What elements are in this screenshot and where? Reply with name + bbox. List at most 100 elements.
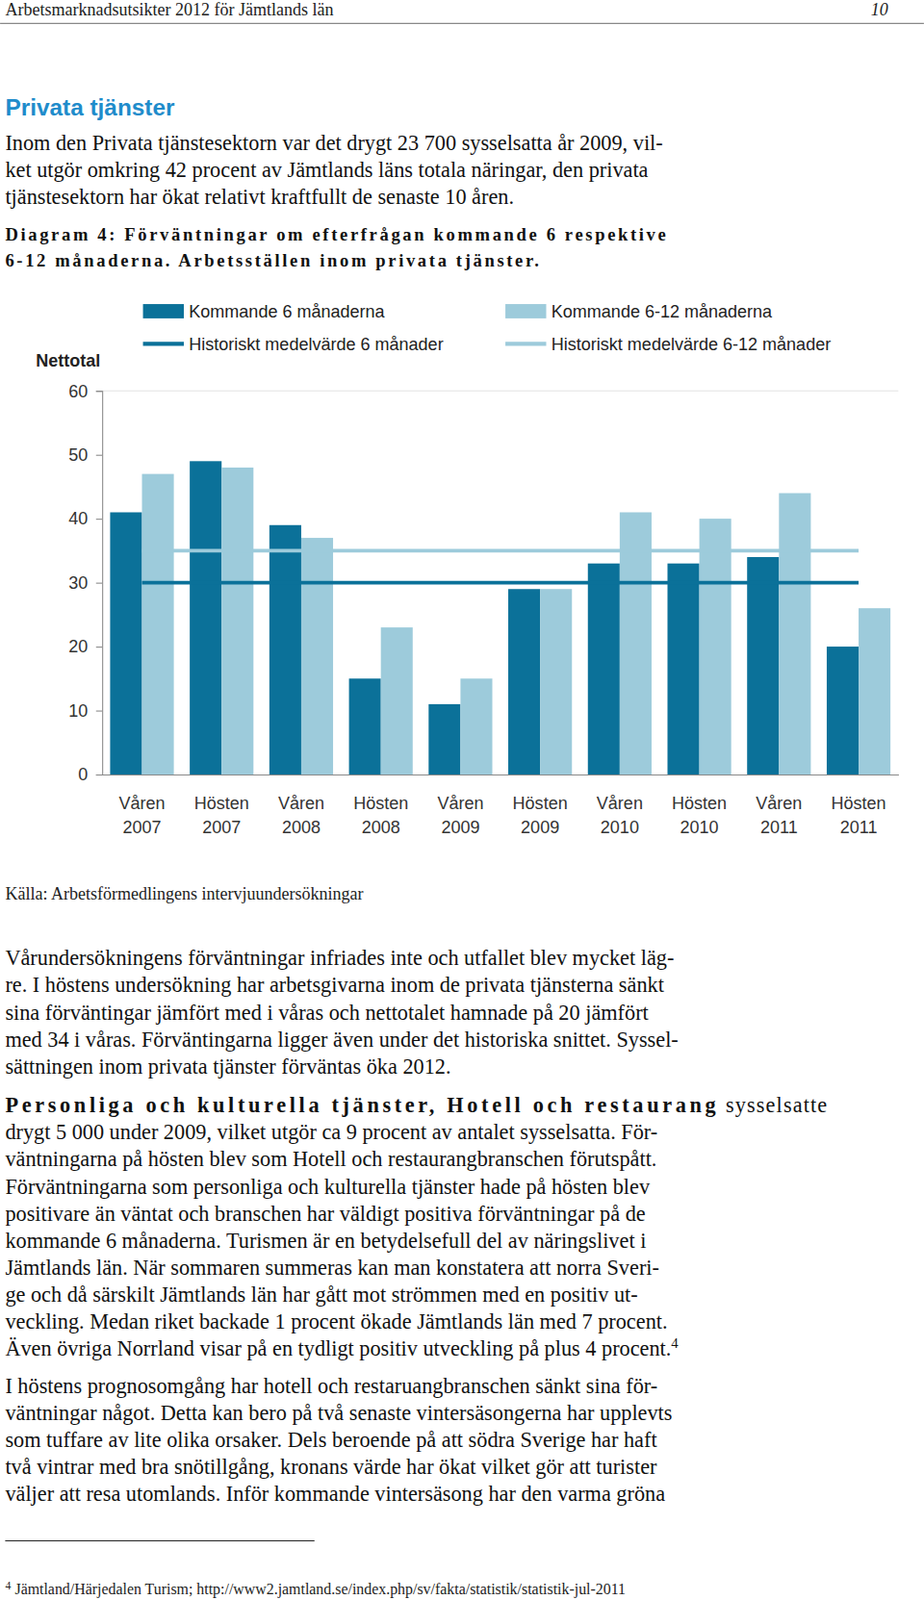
y-tick: 40 (68, 509, 103, 529)
paragraph-line: väljer att resa utomlands. Inför kommand… (4, 1482, 666, 1507)
bar (508, 589, 540, 775)
text-segment: re. I höstens undersökning har arbetsgiv… (4, 973, 665, 998)
text-segment: sysselsatte (718, 1093, 827, 1118)
paragraph-line: ge och då särskilt Jämtlands län har gåt… (4, 1283, 638, 1308)
bar (826, 646, 859, 775)
paragraph-line: kommande 6 månaderna. Turismen är en bet… (4, 1229, 646, 1254)
text-segment: med 34 i våras. Förväntingarna ligger äv… (4, 1027, 678, 1053)
bar (189, 461, 222, 775)
y-axis-line (96, 391, 103, 776)
y-tick: 20 (68, 637, 103, 657)
y-tick-label: 60 (68, 382, 88, 402)
paragraph-line: Även övriga Norrland visar på en tydligt… (4, 1335, 679, 1361)
paragraph-line: med 34 i våras. Förväntingarna ligger äv… (4, 1027, 678, 1053)
paragraph-line: sina förväntingar jämfört med i våras oc… (4, 1001, 649, 1026)
legend-label: Kommande 6-12 månaderna (551, 302, 773, 322)
x-tick: Hösten2010 (671, 774, 727, 839)
footnote-rule (4, 1540, 314, 1542)
x-tick-label-part: Våren (118, 794, 165, 814)
y-tick-label: 40 (68, 509, 88, 529)
paragraph-line: sättningen inom privata tjänster förvänt… (4, 1054, 451, 1079)
paragraph-line: Förväntningarna som personliga och kultu… (4, 1175, 651, 1200)
x-tick: Våren 2010 (596, 774, 643, 839)
x-tick: Våren2008 (278, 774, 325, 839)
y-tick-mark (96, 583, 103, 585)
intro-line: Inom den Privata tjänstesektorn var det … (4, 130, 663, 155)
y-tick-label: 0 (77, 765, 88, 785)
bar (778, 493, 811, 775)
y-tick-mark (96, 455, 103, 457)
bar (301, 538, 334, 775)
x-tick-label: Våren2009 (436, 794, 484, 838)
bar (109, 512, 142, 775)
paragraph-line: två vintrar med bra snötillgång, kronans… (4, 1455, 658, 1480)
x-tick-label-part: Våren (596, 794, 643, 814)
chart-title: 6-12 månaderna. Arbetsställen inom priva… (4, 250, 541, 271)
bar (460, 678, 492, 775)
chart-source: Källa: Arbetsförmedlingens intervjuunder… (4, 884, 363, 904)
bar (746, 557, 779, 775)
section-title: Privata tjänster (4, 94, 176, 121)
paragraph-line: som tuffare av lite olika orsaker. Dels … (4, 1428, 658, 1453)
text-segment: Jämtlands län. När sommaren summeras kan… (4, 1256, 660, 1281)
legend-label: Historiskt medelvärde 6 månader (188, 334, 443, 355)
text-segment: veckling. Medan riket backade 1 procent … (4, 1309, 668, 1335)
x-tick-label: Hösten2010 (671, 794, 727, 838)
x-tick: Hösten2009 (513, 774, 568, 839)
x-tick: Hösten2011 (830, 774, 886, 839)
text-segment: positivare än väntat och branschen har v… (4, 1202, 645, 1227)
y-axis-title: Nettotal (35, 351, 101, 371)
bar (381, 627, 413, 775)
reference-line (142, 581, 860, 586)
bar (349, 678, 382, 775)
x-tick: Våren 2007 (118, 774, 165, 839)
bar (858, 608, 891, 775)
x-axis-line (102, 774, 899, 776)
footnote: 4Jämtland/Härjedalen Turism; http://www2… (4, 1580, 626, 1598)
paragraph-line: Vårundersökningens förväntningar infriad… (4, 946, 674, 971)
bar (428, 704, 461, 775)
paragraph-line: väntningar något. Detta kan bero på två … (4, 1401, 672, 1426)
x-tick-label: Våren2011 (755, 794, 802, 838)
legend-swatch (143, 341, 184, 346)
x-tick-label-part: Hösten (353, 794, 409, 814)
intro-line: ket utgör omkring 42 procent av Jämtland… (4, 157, 648, 182)
x-tick-label-part: 2010 (680, 818, 719, 838)
text-segment: Förväntningarna som personliga och kultu… (4, 1175, 651, 1200)
page-number: 10 (871, 0, 889, 20)
text-segment: Vårundersökningens förväntningar infriad… (4, 946, 674, 971)
text-segment: 6-12 månaderna. Arbetsställen inom priva… (4, 250, 541, 271)
plot-area (109, 461, 891, 775)
text-segment: som tuffare av lite olika orsaker. Dels … (4, 1428, 658, 1453)
x-tick-label: Hösten2009 (513, 794, 568, 838)
text-segment: sina förväntingar jämfört med i våras oc… (4, 1001, 649, 1026)
legend-swatch (143, 304, 184, 319)
paragraph-line: väntningarna på hösten blev som Hotell o… (4, 1147, 657, 1172)
x-tick-label: Våren 2010 (596, 794, 643, 838)
x-tick-label-part: 2007 (122, 818, 161, 838)
x-tick-label-part: 2010 (600, 818, 640, 838)
legend-label: Historiskt medelvärde 6-12 månader (551, 334, 831, 355)
text-segment: ket utgör omkring 42 procent av Jämtland… (4, 157, 648, 182)
paragraph-line: positivare än väntat och branschen har v… (4, 1202, 645, 1227)
y-tick-mark (96, 774, 103, 776)
text-segment: kommande 6 månaderna. Turismen är en bet… (4, 1229, 646, 1254)
x-tick-label-part: Hösten (194, 794, 250, 814)
x-tick-label-part: 2011 (840, 818, 878, 838)
bar (588, 564, 620, 775)
x-tick: Våren2009 (436, 774, 484, 839)
x-tick-label-part: Våren (436, 794, 484, 814)
paragraph-line: Jämtlands län. När sommaren summeras kan… (4, 1256, 660, 1281)
reference-line (142, 549, 860, 554)
text-segment: tjänstesektorn har ökat relativt kraftfu… (4, 184, 514, 209)
text-segment: I höstens prognosomgång har hotell och r… (4, 1374, 658, 1399)
x-axis: Våren 2007 Hösten2007 Våren2008 Hösten2008 Vå… (102, 774, 899, 839)
x-tick: Hösten2008 (353, 774, 409, 839)
chart-title: Diagram 4: Förväntningar om efterfrågan … (4, 224, 668, 245)
x-tick-label: Hösten2008 (353, 794, 409, 838)
text-segment: Personliga och kulturella tjänster, Hote… (4, 1093, 719, 1118)
x-tick-label-part: Hösten (513, 794, 568, 814)
x-tick: Hösten2007 (194, 774, 250, 839)
y-axis: 0102030405060 (68, 382, 103, 786)
y-tick: 60 (68, 382, 103, 402)
